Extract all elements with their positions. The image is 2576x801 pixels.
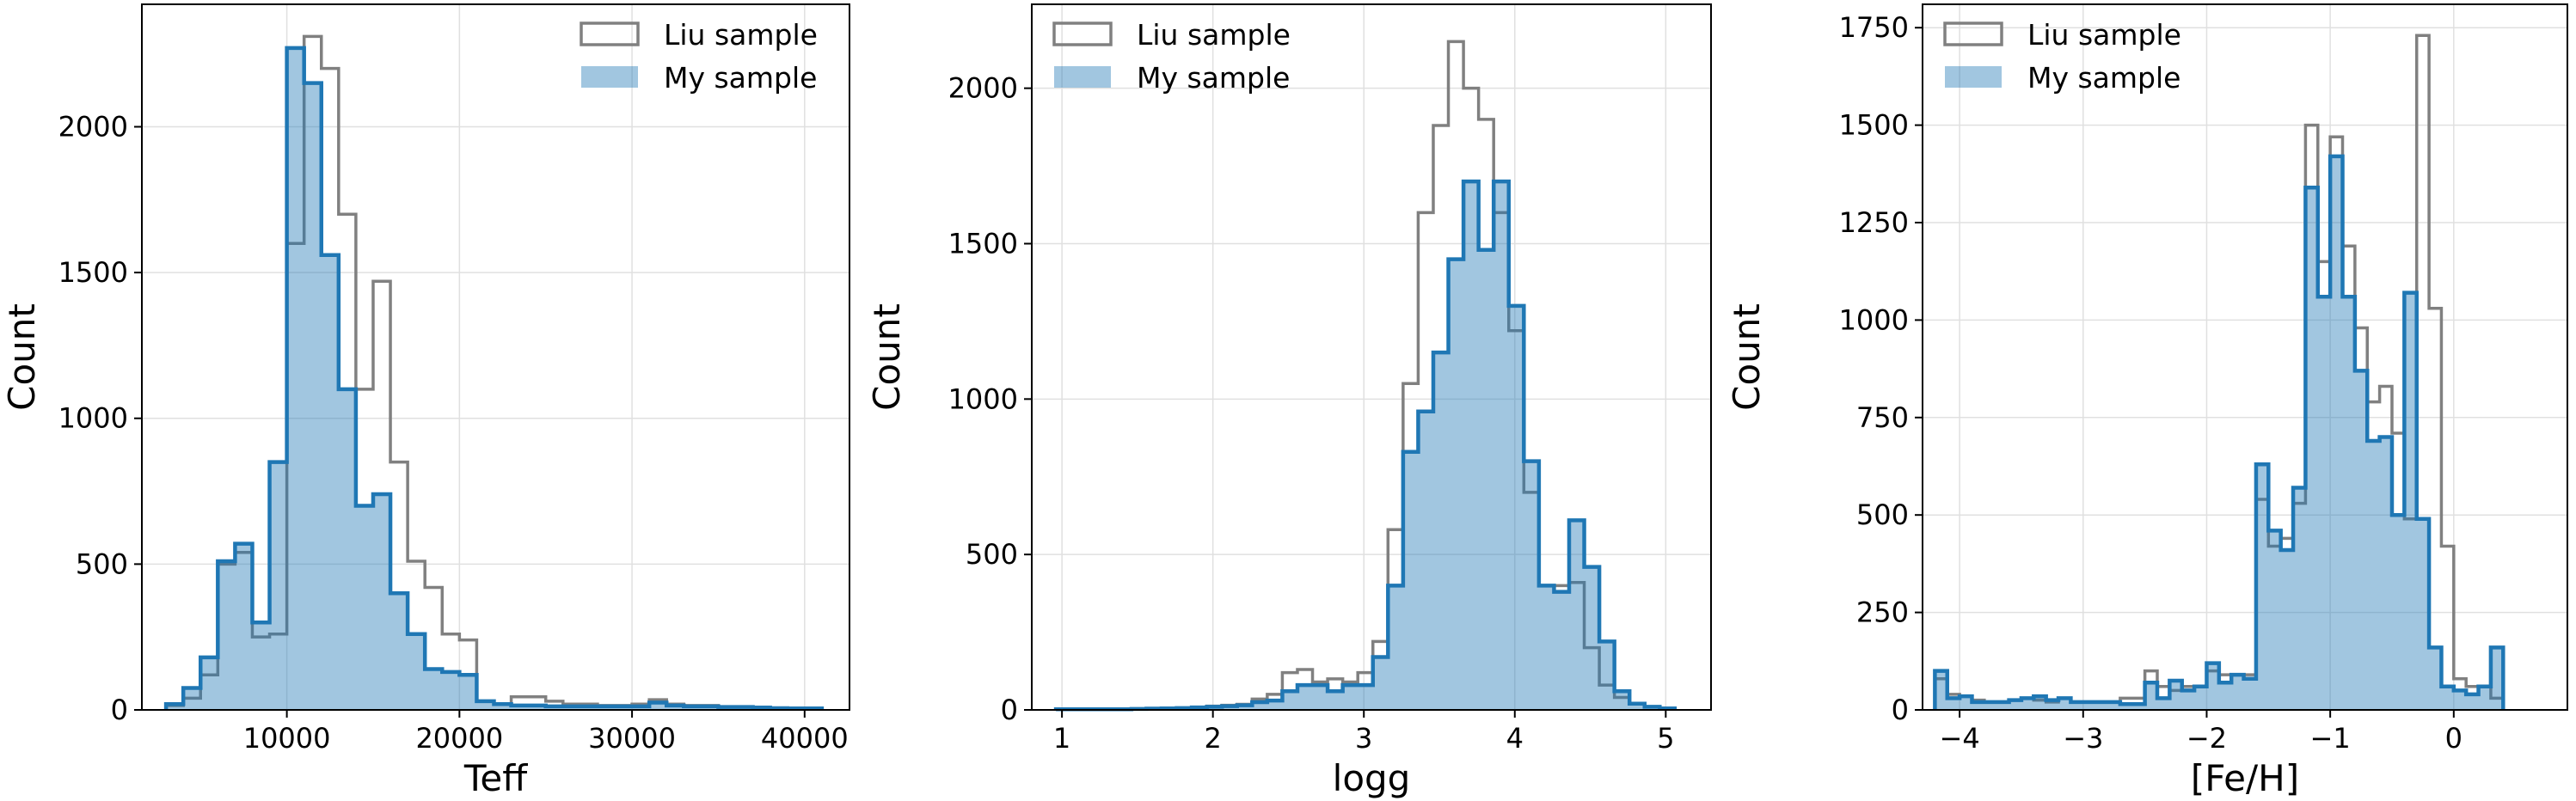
axes-frame	[141, 3, 850, 711]
axes-frame	[1031, 3, 1712, 711]
x-tick-label: 3	[1355, 722, 1372, 755]
y-tick-label: 500	[966, 538, 1018, 571]
legend-label-liu-sample: Liu sample	[664, 18, 818, 52]
y-tick-label: 500	[76, 547, 128, 580]
x-tick-label: 4	[1506, 722, 1524, 755]
y-axis-label: Count	[1726, 303, 1768, 411]
y-axis-label: Count	[866, 303, 908, 411]
x-tick-label: 20000	[415, 722, 503, 755]
x-axis-label: Teff	[463, 757, 528, 799]
legend-swatch-my-sample	[1054, 66, 1111, 88]
x-tick-label: 40000	[761, 722, 849, 755]
axes-frame	[1922, 3, 2568, 711]
legend-label-my-sample: My sample	[664, 61, 817, 95]
histogram-step-my-sample	[1933, 154, 2505, 710]
y-tick-label: 0	[111, 694, 128, 726]
x-tick-label: 1	[1053, 722, 1070, 755]
y-axis-label: Count	[1, 303, 43, 411]
x-tick-label: 5	[1657, 722, 1674, 755]
x-tick-label: 30000	[588, 722, 676, 755]
y-tick-label: 1500	[58, 256, 128, 289]
legend: Liu sample My sample	[580, 18, 818, 95]
chart-panel-3: −4 −3 −2 −1 0 0 250 500 750 1000 1250 1500 1750 [Fe/H…	[1726, 3, 2568, 799]
histogram-step-liu-sample	[164, 34, 824, 711]
y-tick-label: 2000	[948, 72, 1018, 105]
y-tick-label: 1000	[1839, 303, 1909, 336]
x-tick-label: −1	[2310, 722, 2351, 755]
y-tick-label: 1500	[948, 227, 1018, 260]
x-tick-label: 0	[2445, 722, 2463, 755]
chart-panel-2: 1 2 3 4 5 0 500 1000 1500 2000 logg Count Liu sample…	[866, 3, 1712, 799]
legend-label-liu-sample: Liu sample	[2027, 18, 2181, 52]
histogram-fill-my-sample	[1056, 181, 1675, 711]
x-tick-label: −3	[2063, 722, 2103, 755]
histogram-step-my-sample	[1053, 179, 1677, 712]
legend-swatch-liu-sample	[1943, 21, 2003, 46]
histogram-fill-my-sample	[166, 47, 822, 711]
histogram-fill-my-sample	[1935, 156, 2504, 710]
legend-swatch-my-sample	[1945, 66, 2002, 88]
legend-label-liu-sample: Liu sample	[1137, 18, 1291, 52]
y-tick-label: 1250	[1839, 206, 1909, 239]
chart-panel-1: 10000 20000 30000 40000 0 500 1000 1500 2000 Teff…	[1, 3, 850, 799]
y-tick-label: 750	[1856, 401, 1909, 434]
x-axis-label: [Fe/H]	[2191, 757, 2299, 799]
legend-swatch-liu-sample	[580, 21, 640, 46]
legend-swatch-liu-sample	[1052, 21, 1113, 46]
y-tick-label: 2000	[58, 110, 128, 143]
x-tick-label: −2	[2187, 722, 2227, 755]
y-tick-label: 1750	[1839, 11, 1909, 44]
x-tick-label: −4	[1940, 722, 1980, 755]
legend-label-my-sample: My sample	[2027, 61, 2180, 95]
y-tick-label: 250	[1856, 596, 1909, 629]
y-tick-label: 500	[1856, 498, 1909, 531]
x-axis-label: logg	[1333, 757, 1411, 799]
histogram-step-my-sample	[163, 46, 825, 711]
y-tick-label: 0	[1001, 694, 1018, 726]
y-tick-label: 0	[1892, 694, 1909, 726]
legend: Liu sample My sample	[1052, 18, 1291, 95]
y-tick-label: 1000	[948, 382, 1018, 415]
legend: Liu sample My sample	[1943, 18, 2181, 95]
legend-label-my-sample: My sample	[1137, 61, 1290, 95]
x-tick-label: 2	[1204, 722, 1221, 755]
x-tick-label: 10000	[243, 722, 331, 755]
legend-swatch-my-sample	[581, 66, 638, 88]
y-tick-label: 1500	[1839, 109, 1909, 142]
y-tick-label: 1000	[58, 402, 128, 435]
